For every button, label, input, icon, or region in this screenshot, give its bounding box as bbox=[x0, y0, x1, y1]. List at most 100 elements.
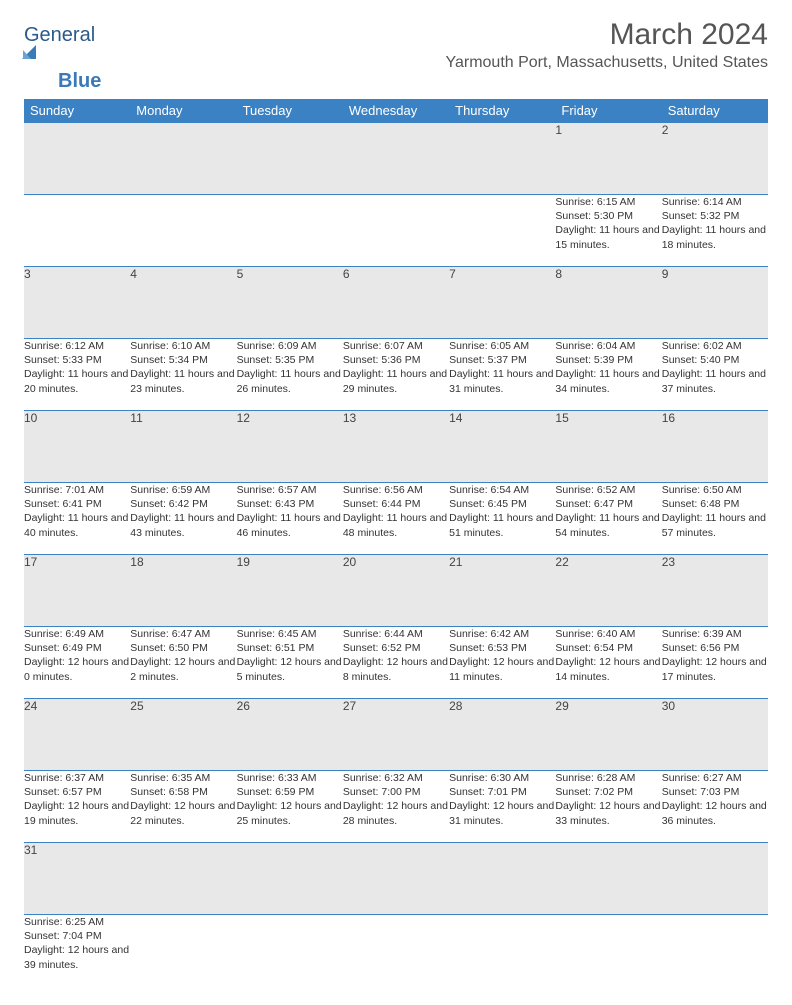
day-content-cell: Sunrise: 6:44 AMSunset: 6:52 PMDaylight:… bbox=[343, 627, 449, 699]
sunset-text: Sunset: 5:35 PM bbox=[237, 353, 343, 367]
day-number-cell: 24 bbox=[24, 699, 130, 771]
sunrise-text: Sunrise: 6:50 AM bbox=[662, 483, 768, 497]
sunset-text: Sunset: 6:52 PM bbox=[343, 641, 449, 655]
daylight-text: Daylight: 12 hours and 8 minutes. bbox=[343, 655, 449, 683]
day-content-cell: Sunrise: 6:32 AMSunset: 7:00 PMDaylight:… bbox=[343, 771, 449, 843]
daylight-text: Daylight: 12 hours and 31 minutes. bbox=[449, 799, 555, 827]
sunrise-text: Sunrise: 6:37 AM bbox=[24, 771, 130, 785]
daylight-text: Daylight: 12 hours and 25 minutes. bbox=[237, 799, 343, 827]
sunset-text: Sunset: 7:04 PM bbox=[24, 929, 130, 943]
day-content-cell: Sunrise: 6:04 AMSunset: 5:39 PMDaylight:… bbox=[555, 339, 661, 411]
weekday-header: Saturday bbox=[662, 99, 768, 123]
logo-text-2: Blue bbox=[58, 70, 101, 93]
daylight-text: Daylight: 11 hours and 20 minutes. bbox=[24, 367, 130, 395]
day-number-cell: 1 bbox=[555, 123, 661, 195]
day-number-cell: 19 bbox=[237, 555, 343, 627]
day-content-cell: Sunrise: 6:09 AMSunset: 5:35 PMDaylight:… bbox=[237, 339, 343, 411]
day-content-cell: Sunrise: 6:52 AMSunset: 6:47 PMDaylight:… bbox=[555, 483, 661, 555]
sunset-text: Sunset: 6:58 PM bbox=[130, 785, 236, 799]
daylight-text: Daylight: 11 hours and 37 minutes. bbox=[662, 367, 768, 395]
day-content-row: Sunrise: 6:12 AMSunset: 5:33 PMDaylight:… bbox=[24, 339, 768, 411]
day-content-row: Sunrise: 7:01 AMSunset: 6:41 PMDaylight:… bbox=[24, 483, 768, 555]
day-content-cell: Sunrise: 6:42 AMSunset: 6:53 PMDaylight:… bbox=[449, 627, 555, 699]
day-content-cell: Sunrise: 6:50 AMSunset: 6:48 PMDaylight:… bbox=[662, 483, 768, 555]
day-number-cell: 30 bbox=[662, 699, 768, 771]
day-number-cell: 25 bbox=[130, 699, 236, 771]
sunset-text: Sunset: 7:00 PM bbox=[343, 785, 449, 799]
sail-icon-small bbox=[23, 50, 31, 59]
day-content-cell bbox=[237, 195, 343, 267]
sunset-text: Sunset: 6:50 PM bbox=[130, 641, 236, 655]
day-content-cell bbox=[555, 915, 661, 987]
day-number-cell: 14 bbox=[449, 411, 555, 483]
sunrise-text: Sunrise: 6:32 AM bbox=[343, 771, 449, 785]
sunrise-text: Sunrise: 6:10 AM bbox=[130, 339, 236, 353]
day-content-row: Sunrise: 6:25 AMSunset: 7:04 PMDaylight:… bbox=[24, 915, 768, 987]
day-content-cell: Sunrise: 6:45 AMSunset: 6:51 PMDaylight:… bbox=[237, 627, 343, 699]
day-content-cell: Sunrise: 6:10 AMSunset: 5:34 PMDaylight:… bbox=[130, 339, 236, 411]
sunset-text: Sunset: 5:36 PM bbox=[343, 353, 449, 367]
daylight-text: Daylight: 11 hours and 29 minutes. bbox=[343, 367, 449, 395]
daylight-text: Daylight: 11 hours and 46 minutes. bbox=[237, 511, 343, 539]
daylight-text: Daylight: 12 hours and 11 minutes. bbox=[449, 655, 555, 683]
daylight-text: Daylight: 11 hours and 18 minutes. bbox=[662, 223, 768, 251]
day-content-cell bbox=[449, 195, 555, 267]
sunrise-text: Sunrise: 6:04 AM bbox=[555, 339, 661, 353]
sunset-text: Sunset: 6:48 PM bbox=[662, 497, 768, 511]
sunrise-text: Sunrise: 6:47 AM bbox=[130, 627, 236, 641]
day-content-row: Sunrise: 6:49 AMSunset: 6:49 PMDaylight:… bbox=[24, 627, 768, 699]
day-number-cell bbox=[237, 123, 343, 195]
day-number-cell bbox=[662, 843, 768, 915]
day-number-cell: 6 bbox=[343, 267, 449, 339]
day-content-cell bbox=[24, 195, 130, 267]
weekday-header-row: Sunday Monday Tuesday Wednesday Thursday… bbox=[24, 99, 768, 123]
calendar-body: 12Sunrise: 6:15 AMSunset: 5:30 PMDayligh… bbox=[24, 123, 768, 987]
sunset-text: Sunset: 5:34 PM bbox=[130, 353, 236, 367]
sunset-text: Sunset: 6:59 PM bbox=[237, 785, 343, 799]
sunrise-text: Sunrise: 6:42 AM bbox=[449, 627, 555, 641]
sunrise-text: Sunrise: 6:09 AM bbox=[237, 339, 343, 353]
sunrise-text: Sunrise: 6:02 AM bbox=[662, 339, 768, 353]
day-number-cell bbox=[449, 843, 555, 915]
sunrise-text: Sunrise: 6:05 AM bbox=[449, 339, 555, 353]
sunset-text: Sunset: 7:02 PM bbox=[555, 785, 661, 799]
day-number-row: 12 bbox=[24, 123, 768, 195]
daylight-text: Daylight: 12 hours and 39 minutes. bbox=[24, 943, 130, 971]
day-number-cell bbox=[130, 843, 236, 915]
day-content-cell bbox=[343, 915, 449, 987]
sunset-text: Sunset: 5:37 PM bbox=[449, 353, 555, 367]
day-content-cell bbox=[130, 915, 236, 987]
daylight-text: Daylight: 11 hours and 40 minutes. bbox=[24, 511, 130, 539]
daylight-text: Daylight: 11 hours and 31 minutes. bbox=[449, 367, 555, 395]
day-content-cell: Sunrise: 7:01 AMSunset: 6:41 PMDaylight:… bbox=[24, 483, 130, 555]
sunset-text: Sunset: 6:42 PM bbox=[130, 497, 236, 511]
sunrise-text: Sunrise: 6:59 AM bbox=[130, 483, 236, 497]
day-content-cell: Sunrise: 6:33 AMSunset: 6:59 PMDaylight:… bbox=[237, 771, 343, 843]
day-number-cell bbox=[237, 843, 343, 915]
sunrise-text: Sunrise: 6:35 AM bbox=[130, 771, 236, 785]
calendar-table: Sunday Monday Tuesday Wednesday Thursday… bbox=[24, 99, 768, 987]
day-number-cell bbox=[24, 123, 130, 195]
sunrise-text: Sunrise: 6:25 AM bbox=[24, 915, 130, 929]
day-number-cell bbox=[343, 843, 449, 915]
sunrise-text: Sunrise: 6:27 AM bbox=[662, 771, 768, 785]
day-number-cell: 27 bbox=[343, 699, 449, 771]
day-number-cell: 18 bbox=[130, 555, 236, 627]
day-number-cell: 31 bbox=[24, 843, 130, 915]
daylight-text: Daylight: 12 hours and 17 minutes. bbox=[662, 655, 768, 683]
day-content-cell: Sunrise: 6:35 AMSunset: 6:58 PMDaylight:… bbox=[130, 771, 236, 843]
daylight-text: Daylight: 11 hours and 26 minutes. bbox=[237, 367, 343, 395]
daylight-text: Daylight: 12 hours and 28 minutes. bbox=[343, 799, 449, 827]
day-content-cell: Sunrise: 6:25 AMSunset: 7:04 PMDaylight:… bbox=[24, 915, 130, 987]
daylight-text: Daylight: 11 hours and 57 minutes. bbox=[662, 511, 768, 539]
day-number-cell: 7 bbox=[449, 267, 555, 339]
sunset-text: Sunset: 5:32 PM bbox=[662, 209, 768, 223]
sunrise-text: Sunrise: 6:07 AM bbox=[343, 339, 449, 353]
day-content-cell bbox=[130, 195, 236, 267]
day-number-row: 24252627282930 bbox=[24, 699, 768, 771]
day-content-cell bbox=[237, 915, 343, 987]
sunrise-text: Sunrise: 6:44 AM bbox=[343, 627, 449, 641]
sunset-text: Sunset: 6:53 PM bbox=[449, 641, 555, 655]
day-number-cell bbox=[343, 123, 449, 195]
day-content-cell: Sunrise: 6:02 AMSunset: 5:40 PMDaylight:… bbox=[662, 339, 768, 411]
